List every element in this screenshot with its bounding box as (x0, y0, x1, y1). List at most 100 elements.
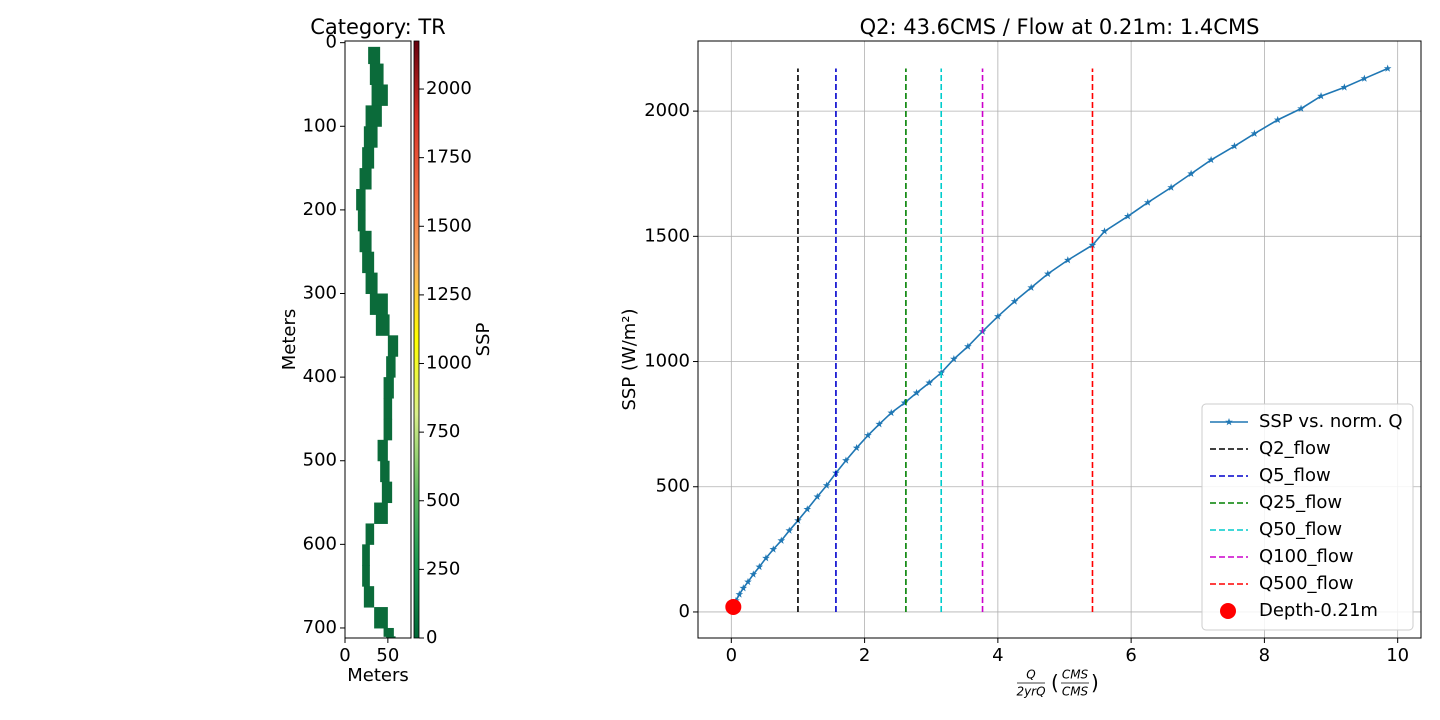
x-tick-label: 4 (992, 645, 1003, 666)
channel-cell (365, 105, 382, 127)
channel-cell (383, 627, 394, 637)
data-marker (813, 492, 822, 500)
colorbar-tick-label: 750 (426, 421, 460, 442)
data-marker (739, 584, 748, 592)
colorbar-tick-label: 1500 (426, 215, 472, 236)
data-marker (785, 526, 794, 534)
colorbar-tick-label: 500 (426, 490, 460, 511)
channel-cell (365, 523, 375, 545)
y-tick-label: 0 (326, 32, 337, 53)
channel-cell (386, 636, 396, 639)
data-marker (864, 431, 872, 439)
legend-label: SSP vs. norm. Q (1259, 411, 1403, 432)
data-marker (755, 562, 764, 571)
data-marker (1088, 241, 1097, 249)
data-marker (1207, 155, 1215, 164)
channel-cell (362, 544, 370, 566)
channel-cell (362, 565, 370, 587)
channel-cell (377, 439, 388, 462)
data-marker (762, 554, 770, 562)
data-marker (1360, 74, 1369, 82)
data-marker (964, 342, 972, 350)
channel-cell (369, 293, 388, 315)
channel-cell (387, 335, 399, 357)
x-tick-label: 8 (1259, 645, 1270, 666)
data-marker (1044, 269, 1052, 278)
data-marker (822, 481, 831, 489)
y-tick-label: 500 (656, 476, 690, 497)
plot-area (345, 41, 411, 638)
data-marker (994, 312, 1002, 320)
chart-title: Category: TR (310, 15, 446, 39)
legend-label: Depth-0.21m (1259, 600, 1378, 621)
channel-cell (383, 398, 393, 420)
y-axis-label: Meters (279, 309, 300, 371)
x-label-unit-numerator: CMS (1062, 668, 1089, 682)
data-marker (1143, 198, 1152, 206)
data-marker (950, 355, 958, 363)
x-tick-label: 10 (1386, 645, 1409, 666)
data-marker (744, 577, 752, 586)
x-label-denominator: 2yrQ (1016, 685, 1045, 699)
channel-cell (369, 63, 384, 85)
data-marker (1167, 183, 1175, 191)
data-marker (900, 398, 909, 407)
colorbar-tick-label: 1750 (426, 147, 472, 168)
channel-cell (375, 314, 390, 336)
channel-cell (363, 586, 375, 608)
x-axis-label: Meters (347, 665, 409, 686)
data-marker (1123, 212, 1132, 220)
legend-label: Q5_flow (1259, 465, 1331, 486)
channel-cell (374, 607, 388, 629)
y-tick-label: 300 (303, 283, 337, 304)
x-tick-label: 0 (339, 645, 350, 666)
data-marker (1340, 83, 1349, 91)
channel-cell (359, 168, 372, 190)
data-marker (1187, 169, 1195, 177)
data-marker (735, 590, 744, 598)
data-marker (1010, 297, 1019, 305)
channel-cell (381, 481, 393, 504)
channel-cell (371, 84, 388, 106)
colorbar-tick-label: 0 (426, 627, 437, 648)
data-marker (1027, 283, 1035, 291)
data-marker (1297, 104, 1305, 112)
data-marker (777, 536, 786, 544)
data-marker (803, 505, 812, 513)
channel-cell (380, 460, 390, 483)
data-marker (1230, 142, 1239, 150)
data-marker (912, 388, 921, 397)
y-tick-label: 2000 (644, 100, 690, 121)
axes-frame (344, 40, 412, 639)
data-marker (875, 420, 884, 428)
colorbar-label: SSP (473, 323, 494, 357)
legend-label: Q100_flow (1259, 546, 1354, 567)
y-axis-label: SSP (W/m²) (619, 308, 640, 410)
y-tick-label: 100 (303, 115, 337, 136)
legend-box (1201, 403, 1414, 631)
x-label-paren: ( (1051, 671, 1059, 695)
y-tick-label: 700 (303, 617, 337, 638)
channel-cell (386, 356, 396, 378)
legend-label: Q25_flow (1259, 492, 1342, 513)
data-marker (1100, 227, 1109, 235)
channel-cell (368, 46, 381, 65)
channel-cell (363, 126, 378, 148)
axes-frame (697, 40, 1422, 639)
x-tick-label: 0 (726, 645, 737, 666)
chart-title: Q2: 43.6CMS / Flow at 0.21m: 1.4CMS (860, 15, 1260, 39)
y-tick-label: 500 (303, 450, 337, 471)
y-tick-label: 0 (679, 601, 690, 622)
x-tick-label: 2 (859, 645, 870, 666)
channel-cell (359, 230, 372, 253)
channel-cell (365, 272, 378, 295)
legend-marker (1225, 418, 1233, 426)
colorbar-tick-label: 1000 (426, 353, 472, 374)
y-tick-label: 1500 (644, 225, 690, 246)
legend-label: Q500_flow (1259, 573, 1354, 594)
colorbar-tick-label: 2000 (426, 78, 472, 99)
scatter-point (725, 598, 742, 615)
legend-label: Q2_flow (1259, 438, 1331, 459)
